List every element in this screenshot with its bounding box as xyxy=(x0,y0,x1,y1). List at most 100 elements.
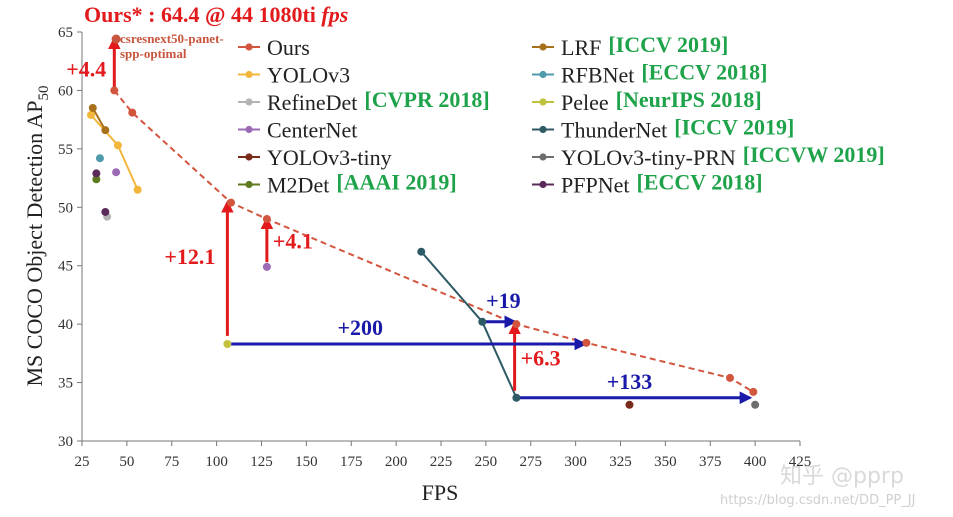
legend-pelee-venue: [NeurIPS 2018] xyxy=(616,87,762,112)
legend-yolov3-tiny-prn-label: YOLOv3-tiny-PRN xyxy=(561,145,736,170)
x-tick-label: 125 xyxy=(250,454,273,470)
chart-title-italic: fps xyxy=(321,2,348,27)
ours-star-label-line-1: csresnext50-panet- xyxy=(120,31,224,46)
point-ours xyxy=(128,108,137,117)
y-tick-label: 65 xyxy=(58,25,73,41)
annotation-label-133: +133 xyxy=(607,369,653,394)
point-yolov3 xyxy=(86,110,95,119)
x-tick-label: 375 xyxy=(699,454,722,470)
x-tick-label: 175 xyxy=(340,454,363,470)
annotation-label-12-1: +12.1 xyxy=(164,244,215,269)
legend-yolov3-tiny-swatch-marker xyxy=(245,153,253,161)
chart-title-main: Ours* : 64.4 @ 44 1080ti xyxy=(84,2,321,27)
legend-thundernet-venue: [ICCV 2019] xyxy=(674,115,794,140)
watermark-sub: https://blog.csdn.net/DD_PP_JJ xyxy=(720,493,915,508)
point-pfpnet xyxy=(101,207,110,216)
y-tick-label: 35 xyxy=(58,376,73,392)
legend-rfbnet-venue: [ECCV 2018] xyxy=(641,60,767,85)
x-tick-label: 100 xyxy=(205,454,228,470)
point-centernet xyxy=(262,262,271,271)
annotation-label-19: +19 xyxy=(486,288,521,313)
point-lrf xyxy=(88,103,97,112)
x-tick-label: 225 xyxy=(430,454,453,470)
legend-lrf-entry: LRF [ICCV 2019] xyxy=(532,32,728,60)
legend-m2det-label: M2Det xyxy=(267,173,329,198)
point-yolov3-tiny-prn xyxy=(751,400,760,409)
point-rfbnet xyxy=(95,154,104,163)
legend-thundernet-swatch-marker xyxy=(539,125,547,134)
x-tick-label: 25 xyxy=(75,454,90,470)
y-tick-label: 30 xyxy=(58,434,73,450)
legend-pfpnet-swatch-marker xyxy=(539,180,547,189)
legend-yolov3-tiny-entry: YOLOv3-tiny xyxy=(238,145,392,170)
y-axis-title-main: MS COCO Object Detection AP xyxy=(22,101,47,387)
x-tick-label: 300 xyxy=(564,454,587,470)
x-tick-label: 75 xyxy=(164,454,179,470)
legend-pelee-swatch-marker xyxy=(539,98,547,106)
legend-centernet-label: CenterNet xyxy=(267,118,357,143)
point-ours xyxy=(262,214,271,223)
x-tick-label: 200 xyxy=(385,454,408,470)
legend-m2det-swatch-marker xyxy=(245,180,253,189)
legend-pfpnet-label: PFPNet xyxy=(561,173,629,198)
legend-lrf-label: LRF xyxy=(561,35,601,60)
point-yolov3-tiny xyxy=(625,400,634,409)
x-tick-group: 25 50 75 100 125 150 175 200 225 250 275 300 325 350 3… xyxy=(75,441,811,470)
legend-m2det-entry: M2Det [AAAI 2019] xyxy=(238,170,457,198)
legend-ours-entry: Ours xyxy=(238,35,310,60)
x-axis-title: FPS xyxy=(422,480,459,505)
legend-yolov3-entry: YOLOv3 xyxy=(238,63,350,88)
legend-yolov3-tiny-prn-venue: [ICCVW 2019] xyxy=(743,142,885,167)
legend-centernet-entry: CenterNet xyxy=(238,118,357,143)
legend-refinedet-swatch-marker xyxy=(245,98,253,106)
legend-rfbnet-swatch-marker xyxy=(539,70,547,79)
x-tick-label: 275 xyxy=(520,454,543,470)
point-ours xyxy=(226,198,235,207)
annotation-label-4-1: +4.1 xyxy=(273,229,313,254)
legend-yolov3-tiny-prn-swatch-marker xyxy=(539,153,547,161)
legend-lrf-swatch-marker xyxy=(539,43,547,51)
legend-yolov3-swatch-marker xyxy=(245,70,253,79)
series-line-ours xyxy=(113,89,754,393)
legend-yolov3-tiny-prn-entry: YOLOv3-tiny-PRN [ICCVW 2019] xyxy=(532,142,885,170)
y-tick-label: 55 xyxy=(58,142,73,158)
series-line-thundernet xyxy=(420,251,518,399)
annotation-labels: +4.4 +12.1 +4.1 +6.3 +200 +19 +133 xyxy=(66,57,652,394)
annotation-label-6-3: +6.3 xyxy=(521,345,561,370)
legend-pelee-entry: Pelee [NeurIPS 2018] xyxy=(532,87,762,115)
point-yolov3 xyxy=(113,141,122,150)
x-tick-label: 50 xyxy=(119,454,134,470)
y-axis-title: MS COCO Object Detection AP50 xyxy=(22,86,52,387)
x-tick-label: 400 xyxy=(744,454,767,470)
legend-lrf-venue: [ICCV 2019] xyxy=(608,32,728,57)
legend-rfbnet-entry: RFBNet [ECCV 2018] xyxy=(532,60,767,88)
point-ours xyxy=(512,320,521,329)
point-pfpnet xyxy=(92,169,101,178)
annotation-label-200: +200 xyxy=(337,315,383,340)
point-ours xyxy=(110,86,119,95)
chart-title: Ours* : 64.4 @ 44 1080ti fps xyxy=(84,2,348,27)
legend-yolov3-label: YOLOv3 xyxy=(267,63,350,88)
annotation-label-4-4: +4.4 xyxy=(66,57,106,82)
point-ours xyxy=(725,373,734,382)
point-pelee xyxy=(223,340,232,349)
y-axis-title-sub: 50 xyxy=(36,86,52,101)
legend-pfpnet-entry: PFPNet [ECCV 2018] xyxy=(532,170,763,198)
annotation-arrows xyxy=(108,36,753,405)
point-ours xyxy=(749,387,758,396)
ours-star-label-line-2: spp-optimal xyxy=(120,46,187,61)
data-points xyxy=(86,34,760,409)
x-tick-label: 325 xyxy=(609,454,632,470)
legend-rfbnet-label: RFBNet xyxy=(561,63,634,88)
point-thundernet xyxy=(512,393,521,402)
point-ours xyxy=(582,338,591,347)
y-tick-label: 45 xyxy=(58,259,73,275)
legend-refinedet-venue: [CVPR 2018] xyxy=(364,87,489,112)
x-tick-label: 150 xyxy=(295,454,318,470)
point-m2det xyxy=(92,175,101,184)
point-lrf xyxy=(101,126,110,135)
legend-pelee-label: Pelee xyxy=(561,90,609,115)
legend-m2det-venue: [AAAI 2019] xyxy=(336,170,456,195)
